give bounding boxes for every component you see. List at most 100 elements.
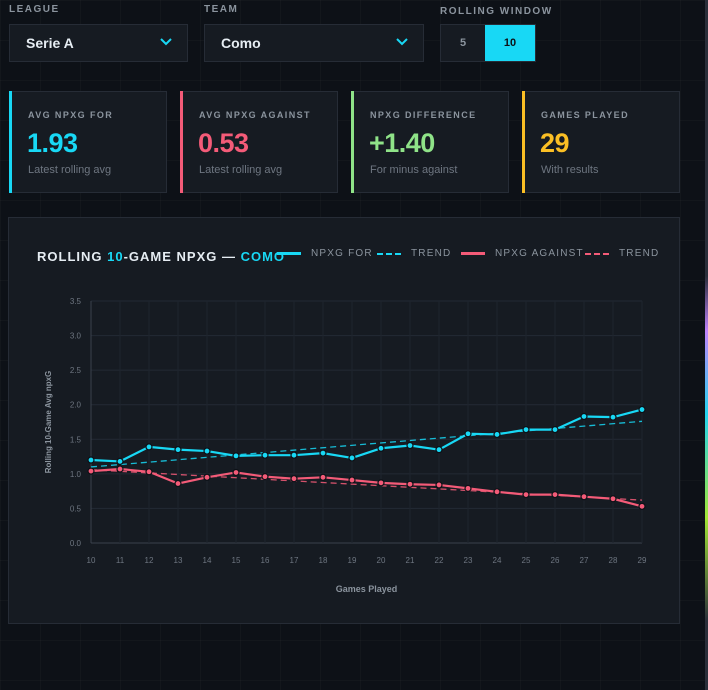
legend-item-against-trend[interactable]: TREND [585,248,659,259]
team-select[interactable]: Como [204,24,424,62]
x-tick-label: 14 [203,556,212,565]
team-label: TEAM [204,4,239,15]
x-tick-label: 22 [435,556,444,565]
data-point-for [145,443,153,451]
data-point-for [348,454,356,462]
card-subtitle: For minus against [370,164,458,176]
y-tick-label: 2.5 [70,366,82,375]
legend-swatch [461,252,485,255]
data-point-against [435,481,443,489]
x-tick-label: 23 [464,556,473,565]
stat-card-npxg-against: AVG NPXG AGAINST 0.53 Latest rolling avg [180,91,338,193]
chart-title: ROLLING 10-GAME NPXG — COMO [37,249,285,264]
data-point-for [116,457,124,466]
y-tick-label: 0.5 [70,504,82,513]
series-line-against [90,467,643,508]
data-point-for [580,412,588,421]
data-point-for [609,413,617,421]
y-tick-label: 3.0 [70,332,82,341]
data-point-for [203,447,211,455]
chart-title-window: 10 [107,249,124,264]
chevron-down-icon [396,38,408,46]
data-point-for [232,452,240,460]
data-point-for [87,456,95,464]
rolling-window-label: ROLLING WINDOW [440,6,553,17]
x-tick-label: 29 [638,556,647,565]
league-label: LEAGUE [9,4,60,15]
x-tick-label: 10 [87,556,96,565]
chart-title-prefix: ROLLING [37,249,108,264]
data-point-against [406,480,414,488]
data-point-against [493,488,501,496]
data-point-against [145,468,153,476]
data-point-against [580,493,588,501]
data-point-against [319,473,327,481]
data-point-for [522,426,530,434]
legend-swatch [585,252,609,255]
card-value: 1.93 [27,128,78,158]
trend-line-against [90,469,643,501]
x-tick-label: 27 [580,556,589,565]
series-line-for [90,408,643,463]
legend-label: NPXG AGAINST [495,248,584,259]
data-point-against [174,479,182,488]
card-label: AVG NPXG AGAINST [199,110,311,120]
card-value: 0.53 [198,128,249,158]
x-tick-label: 25 [522,556,531,565]
y-tick-label: 2.0 [70,401,82,410]
chart-title-team: COMO [240,249,286,264]
card-value: 29 [540,128,570,158]
y-axis-label: Rolling 10-Game Avg npxG [44,371,53,474]
x-tick-label: 18 [319,556,328,565]
x-tick-label: 21 [406,556,415,565]
data-point-for [290,451,298,459]
x-tick-label: 17 [290,556,299,565]
data-point-for [551,426,559,434]
data-point-against [232,468,240,477]
legend-swatch [277,252,301,255]
card-value: +1.40 [369,128,435,158]
card-subtitle: With results [541,164,599,176]
x-tick-label: 28 [609,556,618,565]
legend-item-for-trend[interactable]: TREND [377,248,451,259]
data-point-against [290,475,298,483]
legend-item-npxg-against[interactable]: NPXG AGAINST [461,248,584,259]
x-tick-label: 15 [232,556,241,565]
x-tick-label: 24 [493,556,502,565]
data-point-against [464,484,472,492]
x-axis-label: Games Played [336,584,398,594]
legend-item-npxg-for[interactable]: NPXG FOR [277,248,373,259]
x-tick-label: 11 [116,556,125,565]
data-point-for [638,405,646,414]
legend-label: NPXG FOR [311,248,373,259]
data-point-for [261,451,269,459]
stat-card-npxg-difference: NPXG DIFFERENCE +1.40 For minus against [351,91,509,193]
league-select[interactable]: Serie A [9,24,188,62]
data-point-for [377,444,385,452]
rolling-window-toggle: 5 10 [440,24,536,62]
chevron-down-icon [160,38,172,46]
data-point-against [609,495,617,503]
x-tick-label: 16 [261,556,270,565]
stat-card-npxg-for: AVG NPXG FOR 1.93 Latest rolling avg [9,91,167,193]
window-option-10[interactable]: 10 [485,25,535,61]
line-chart: 0.0 0.5 1.0 1.5 2.0 2.5 3.0 3.5 10 11 12 13 14 15 16 17… [44,297,647,594]
data-point-against [348,476,356,484]
x-tick-label: 19 [348,556,357,565]
window-option-5[interactable]: 5 [459,37,467,49]
card-label: GAMES PLAYED [541,110,629,120]
y-tick-label: 1.0 [70,470,82,479]
card-accent-bar [522,91,525,193]
card-accent-bar [180,91,183,193]
y-tick-label: 1.5 [70,435,82,444]
card-label: AVG NPXG FOR [28,110,114,120]
data-point-against [87,467,95,475]
data-point-against [203,473,211,481]
data-point-against [261,473,269,481]
card-label: NPXG DIFFERENCE [370,110,477,120]
window-edge-accent [705,0,708,690]
data-point-against [551,491,559,499]
card-accent-bar [9,91,12,193]
chart-panel: ROLLING 10-GAME NPXG — COMO NPXG FOR TRE… [8,217,680,624]
x-tick-label: 20 [377,556,386,565]
